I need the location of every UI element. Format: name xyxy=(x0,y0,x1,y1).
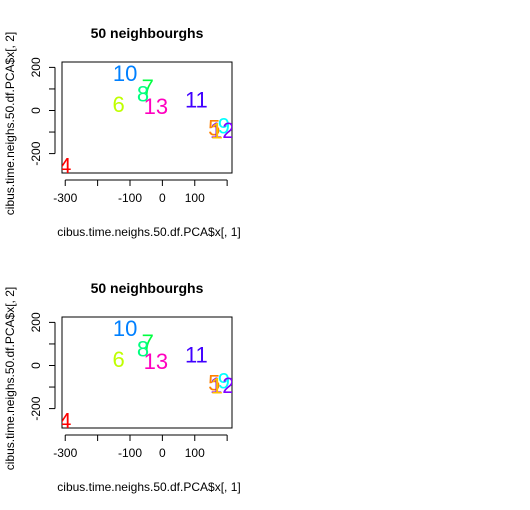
y-axis: -200 0 200 xyxy=(29,312,56,421)
y-axis-label: cibus.time.neighs.50.df.PCA$x[, 2] xyxy=(3,32,17,215)
y-tick-label: 200 xyxy=(29,57,43,77)
point-7: 7 xyxy=(142,330,154,355)
x-axis-label: cibus.time.neighs.50.df.PCA$x[, 1] xyxy=(57,480,240,494)
x-tick-label: -100 xyxy=(118,446,142,460)
scatter-panel-2: 50 neighbourghs-300 -100 0 100cibus.time.ne… xyxy=(3,280,241,494)
y-axis: -200 0 200 xyxy=(29,57,56,166)
y-tick-label: 0 xyxy=(29,362,43,369)
y-tick-label: 0 xyxy=(29,107,43,114)
chart-title: 50 neighbourghs xyxy=(91,25,204,41)
point-1: 1 xyxy=(211,373,223,398)
x-tick-label: 0 xyxy=(159,446,166,460)
point-10: 10 xyxy=(113,316,137,341)
x-tick-label: -100 xyxy=(118,191,142,205)
x-axis: -300 -100 0 100 xyxy=(53,434,228,460)
y-tick-label: -200 xyxy=(29,141,43,165)
point-11: 11 xyxy=(185,88,208,113)
chart-title: 50 neighbourghs xyxy=(91,280,204,296)
x-tick-label: -300 xyxy=(53,446,77,460)
x-tick-label: 100 xyxy=(185,191,205,205)
x-axis-label: cibus.time.neighs.50.df.PCA$x[, 1] xyxy=(57,225,240,239)
point-5: 5 xyxy=(208,371,220,396)
x-tick-label: 0 xyxy=(159,191,166,205)
point-13: 13 xyxy=(144,94,168,119)
point-6: 6 xyxy=(113,347,125,372)
point-9: 9 xyxy=(218,114,230,139)
y-axis-label: cibus.time.neighs.50.df.PCA$x[, 2] xyxy=(3,287,17,470)
x-tick-label: 100 xyxy=(185,446,205,460)
point-8: 8 xyxy=(137,81,149,106)
y-tick-label: -200 xyxy=(29,396,43,420)
point-10: 10 xyxy=(113,61,137,86)
point-11: 11 xyxy=(185,343,208,368)
x-axis: -300 -100 0 100 xyxy=(53,179,228,205)
plot-frame xyxy=(61,316,233,429)
y-tick-label: 200 xyxy=(29,312,43,332)
plot-frame xyxy=(61,61,233,174)
point-4: 4 xyxy=(59,153,71,178)
point-13: 13 xyxy=(144,349,168,374)
point-1: 1 xyxy=(211,118,223,143)
point-12: 12 xyxy=(210,373,234,398)
point-7: 7 xyxy=(142,75,154,100)
point-9: 9 xyxy=(218,369,230,394)
x-tick-label: -300 xyxy=(53,191,77,205)
point-12: 12 xyxy=(210,118,234,143)
point-5: 5 xyxy=(208,116,220,141)
point-8: 8 xyxy=(137,336,149,361)
scatter-panel-0: 50 neighbourghs-300 -100 0 100cibus.time.ne… xyxy=(3,25,241,239)
point-6: 6 xyxy=(113,92,125,117)
point-4: 4 xyxy=(59,408,71,433)
